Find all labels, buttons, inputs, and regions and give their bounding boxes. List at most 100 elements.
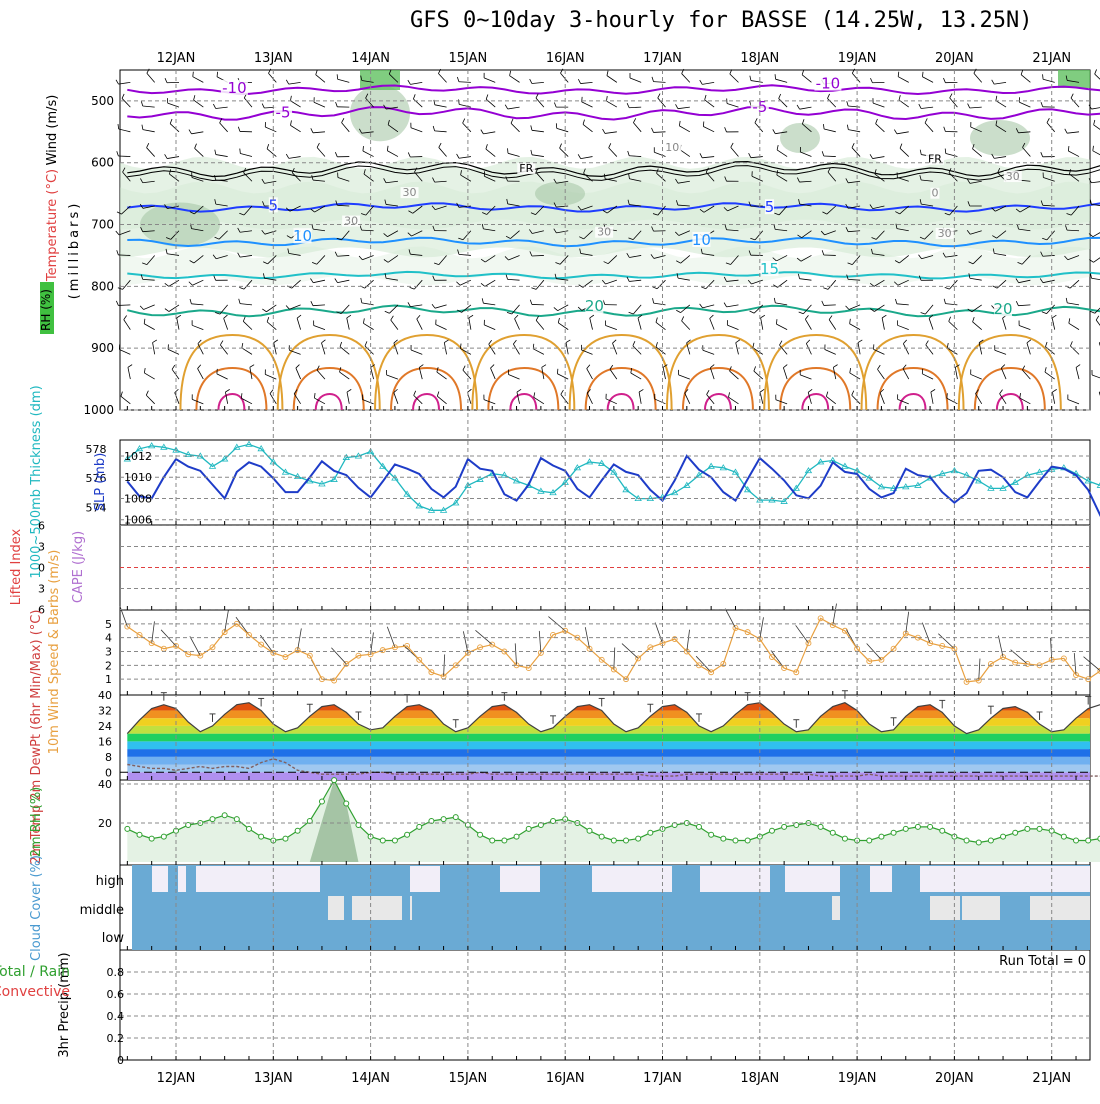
wind-barb-flag <box>1094 120 1095 125</box>
wind-barb-flag <box>117 250 119 255</box>
cloud-high-gap <box>920 866 1090 892</box>
contour-label: -10 <box>816 75 841 93</box>
rh-marker <box>1013 830 1018 835</box>
wind-barb-flag <box>116 301 118 306</box>
contour-label: 10 <box>665 141 679 154</box>
wind-barb-flag <box>776 319 777 324</box>
wind-barb-flag <box>1090 311 1095 313</box>
date-label-bottom: 15JAN <box>449 1071 488 1086</box>
wind-barb-flag <box>947 393 948 398</box>
rh-marker <box>891 830 896 835</box>
rh-marker <box>915 824 920 829</box>
run-total: Run Total = 0 <box>999 954 1086 969</box>
date-label-bottom: 18JAN <box>740 1071 779 1086</box>
rh-marker <box>161 834 166 839</box>
cloud-mid-gap <box>410 896 412 920</box>
wind-barb-flag <box>217 72 218 77</box>
rh-marker <box>1086 838 1091 843</box>
ytick-pressure: 500 <box>91 94 114 108</box>
rh-blob <box>970 120 1030 156</box>
ytick-rh: 40 <box>98 778 112 791</box>
ytick-wind: 1 <box>105 673 112 686</box>
wind-barb-flag <box>1096 316 1099 320</box>
wind-barb <box>1095 74 1100 82</box>
rh-marker <box>417 824 422 829</box>
cloud-mid-gap <box>1030 896 1090 920</box>
temp-band <box>120 734 1090 742</box>
rh-blob <box>780 123 820 153</box>
ytick-rh: 20 <box>98 817 112 830</box>
rh-marker <box>782 824 787 829</box>
ytick-slp: 1010 <box>124 471 152 484</box>
rh-marker <box>149 836 154 841</box>
contour-label: 10 <box>293 227 312 245</box>
cloud-level-middle: middle <box>80 903 124 918</box>
rh-marker <box>769 828 774 833</box>
rh-marker <box>879 834 884 839</box>
ytick-wind: 2 <box>105 659 112 672</box>
ytick-temp: 8 <box>105 751 112 764</box>
ytick-precip: 0.8 <box>107 966 125 979</box>
cloud-high-gap <box>152 866 168 892</box>
ylabel-slp: SLP (mb) <box>93 453 108 512</box>
rh-marker <box>1061 834 1066 839</box>
ylabel-millibars: (millibars) <box>67 201 82 300</box>
rh-marker <box>940 828 945 833</box>
cloud-high-gap <box>410 866 440 892</box>
cloud-high-gap <box>178 866 186 892</box>
wind-barb <box>824 156 836 157</box>
ytick-pressure: 900 <box>91 341 114 355</box>
rh-marker <box>344 801 349 806</box>
rh-marker <box>903 826 908 831</box>
rh-marker <box>332 778 337 783</box>
rh-marker <box>648 830 653 835</box>
cloud-level-high: high <box>96 874 124 889</box>
ylabel-rh: RH (%) <box>39 289 53 331</box>
ytick-wind: 4 <box>105 632 112 645</box>
rh-marker <box>295 828 300 833</box>
wind-barb <box>118 156 130 157</box>
rh-marker <box>380 838 385 843</box>
contour-label: 30 <box>1006 170 1020 183</box>
rh-marker <box>283 836 288 841</box>
contour-label: 20 <box>585 297 604 315</box>
ytick-li: 3 <box>38 583 45 596</box>
contour-label: -10 <box>222 79 247 97</box>
rh-marker <box>246 826 251 831</box>
rh-marker <box>1037 826 1042 831</box>
ytick-pressure: 600 <box>91 156 114 170</box>
rh-marker <box>502 838 507 843</box>
ytick-temp: 32 <box>98 704 112 717</box>
rh-marker <box>453 815 458 820</box>
date-label-top: 16JAN <box>546 51 585 66</box>
wind-barb <box>1092 375 1100 379</box>
rh-marker <box>928 824 933 829</box>
contour-label: 15 <box>760 260 779 278</box>
contour-label: -5 <box>276 104 291 122</box>
wind-barb <box>1093 231 1100 237</box>
ytick-wind: 3 <box>105 646 112 659</box>
contour-label: 30 <box>597 226 611 239</box>
wind-barb <box>1096 320 1100 330</box>
date-label-top: 18JAN <box>740 51 779 66</box>
ylabel-wind10: 10m Wind Speed & Barbs (m/s) <box>47 550 62 755</box>
wind-barb-flag <box>117 151 119 156</box>
rh-marker <box>222 813 227 818</box>
cloud-mid-gap <box>328 896 344 920</box>
wind-barb <box>1092 278 1100 280</box>
legend-total-rain: Total / Rain <box>0 964 70 980</box>
ytick-li: 3 <box>38 541 45 554</box>
rh-marker <box>599 834 604 839</box>
ytick-slp: 1006 <box>124 514 152 527</box>
wind-barb-flag <box>775 74 776 79</box>
ytick-pressure: 1000 <box>83 403 114 417</box>
rh-marker <box>842 836 847 841</box>
ytick-li: 6 <box>38 520 45 533</box>
temp-band <box>120 718 1090 726</box>
rh-marker <box>137 832 142 837</box>
contour-label: 20 <box>994 300 1013 318</box>
rh-marker <box>988 838 993 843</box>
contour-label: FR <box>928 153 942 166</box>
wind-barb-flag <box>116 80 118 84</box>
